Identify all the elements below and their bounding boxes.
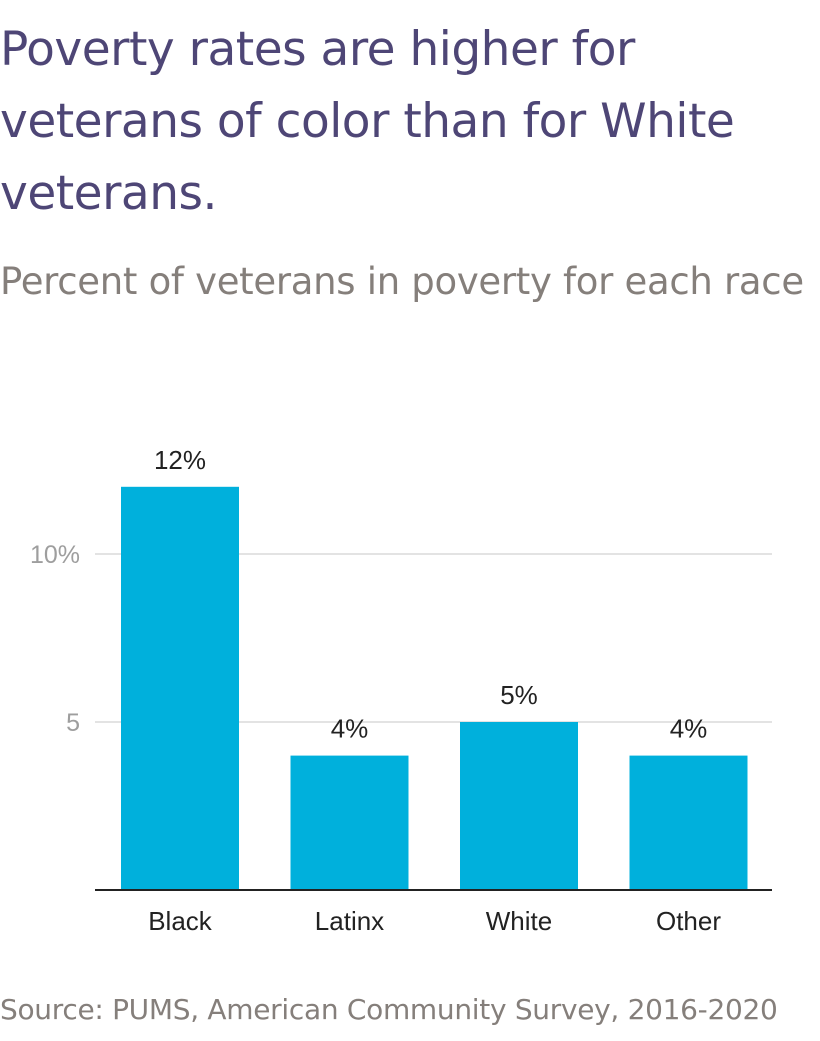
bar-black bbox=[121, 486, 239, 890]
chart-subtitle: Percent of veterans in poverty for each … bbox=[0, 260, 804, 303]
bar-other bbox=[629, 755, 748, 890]
x-tick-label-white: White bbox=[486, 906, 552, 936]
x-tick-label-black: Black bbox=[148, 906, 213, 936]
x-axis-labels: Black Latinx White Other bbox=[148, 906, 721, 936]
y-axis-ticks: 5 10% bbox=[30, 541, 80, 737]
source-note: Source: PUMS, American Community Survey,… bbox=[0, 993, 778, 1026]
bar-white bbox=[460, 722, 578, 890]
data-label-latinx: 4% bbox=[331, 714, 369, 744]
chart-title: Poverty rates are higher for veterans of… bbox=[0, 22, 735, 221]
x-tick-label-other: Other bbox=[656, 906, 721, 936]
y-tick-label: 5 bbox=[66, 709, 80, 737]
data-label-white: 5% bbox=[500, 680, 538, 710]
data-labels: 12% 4% 5% 4% bbox=[154, 445, 707, 744]
y-tick-label: 10% bbox=[30, 541, 80, 569]
data-label-other: 4% bbox=[670, 714, 708, 744]
x-tick-label-latinx: Latinx bbox=[315, 906, 384, 936]
bar-chart: 12% 4% 5% 4% 5 10% Black Latinx White Other bbox=[30, 445, 772, 936]
bars bbox=[121, 486, 748, 890]
data-label-black: 12% bbox=[154, 445, 206, 475]
bar-latinx bbox=[290, 755, 409, 890]
